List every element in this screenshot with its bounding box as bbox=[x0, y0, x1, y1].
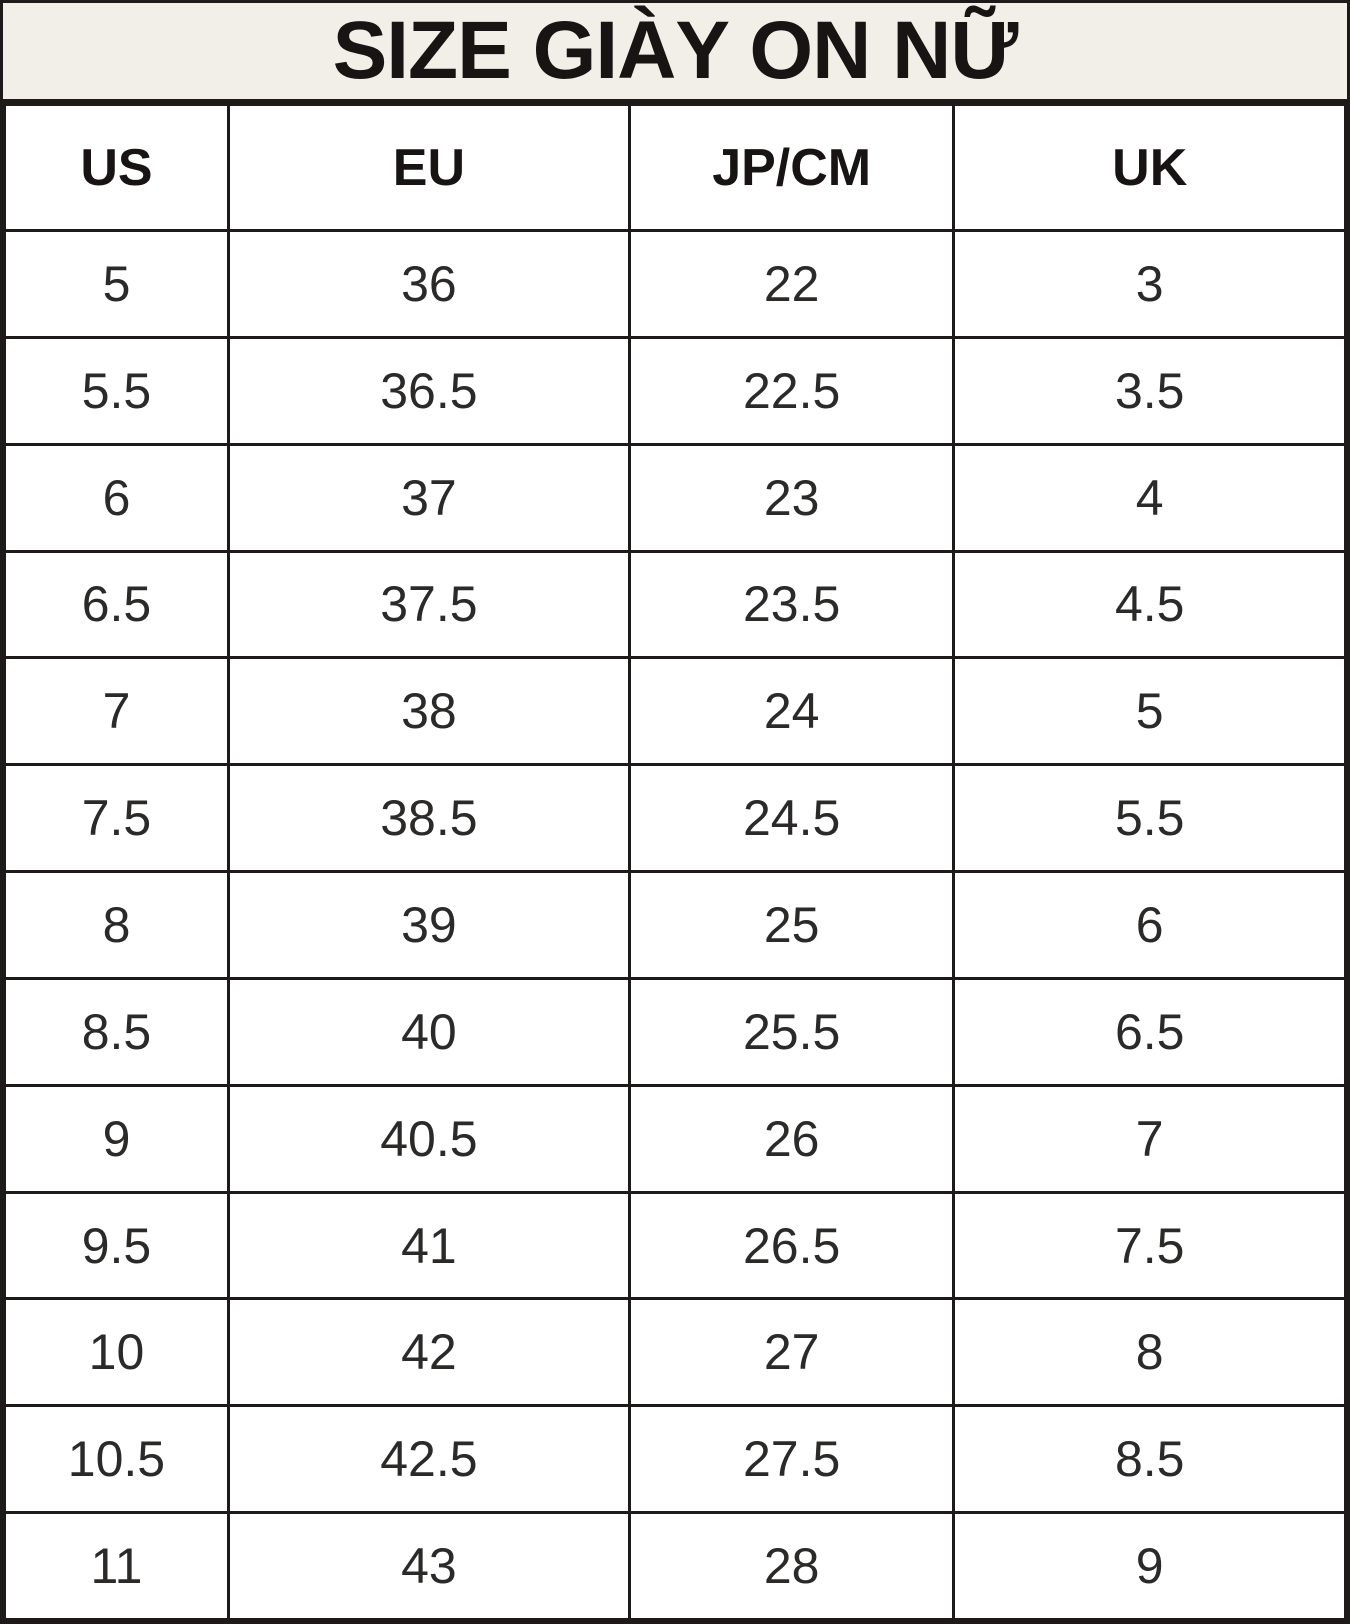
size-cell: 41 bbox=[226, 1190, 631, 1301]
size-cell: 9.5 bbox=[3, 1190, 230, 1301]
size-cell: 7 bbox=[952, 1083, 1347, 1194]
size-cell: 42.5 bbox=[226, 1404, 631, 1515]
table-row: 8 39 25 6 bbox=[3, 870, 1347, 980]
table-row: 10.5 42.5 27.5 8.5 bbox=[3, 1404, 1347, 1515]
size-cell: 4 bbox=[952, 442, 1347, 553]
size-cell: 6.5 bbox=[952, 976, 1347, 1087]
size-cell: 5.5 bbox=[952, 763, 1347, 874]
size-cell: 7.5 bbox=[952, 1190, 1347, 1301]
table-row: 7 38 24 5 bbox=[3, 656, 1347, 767]
size-cell: 24 bbox=[627, 656, 956, 767]
size-cell: 25.5 bbox=[627, 976, 956, 1087]
size-cell: 8.5 bbox=[3, 976, 230, 1087]
size-table: US EU JP/CM UK 5 36 22 3 5.5 36.5 22.5 3.5 6 37 23… bbox=[3, 103, 1347, 1621]
table-row: 6.5 37.5 23.5 4.5 bbox=[3, 549, 1347, 660]
size-cell: 28 bbox=[627, 1511, 956, 1621]
size-cell: 23.5 bbox=[627, 549, 956, 660]
col-header-eu: EU bbox=[226, 103, 631, 232]
col-header-uk: UK bbox=[952, 103, 1347, 232]
size-cell: 36 bbox=[226, 229, 631, 339]
size-cell: 22 bbox=[627, 229, 956, 339]
size-cell: 5 bbox=[952, 656, 1347, 767]
size-cell: 37 bbox=[226, 442, 631, 553]
size-cell: 3.5 bbox=[952, 335, 1347, 446]
table-body: 5 36 22 3 5.5 36.5 22.5 3.5 6 37 23 4 6.5 37.5 23.5 4.5… bbox=[3, 229, 1347, 1621]
chart-title: SIZE GIÀY ON NỮ bbox=[3, 3, 1347, 103]
size-cell: 38 bbox=[226, 656, 631, 767]
size-cell: 3 bbox=[952, 229, 1347, 339]
size-cell: 10 bbox=[3, 1297, 230, 1408]
size-cell: 6 bbox=[952, 870, 1347, 980]
table-row: 11 43 28 9 bbox=[3, 1511, 1347, 1621]
table-row: 5.5 36.5 22.5 3.5 bbox=[3, 335, 1347, 446]
table-row: 9.5 41 26.5 7.5 bbox=[3, 1190, 1347, 1301]
size-cell: 42 bbox=[226, 1297, 631, 1408]
size-cell: 22.5 bbox=[627, 335, 956, 446]
table-row: 8.5 40 25.5 6.5 bbox=[3, 976, 1347, 1087]
size-cell: 9 bbox=[3, 1083, 230, 1194]
size-cell: 38.5 bbox=[226, 763, 631, 874]
header-row: US EU JP/CM UK bbox=[3, 103, 1347, 232]
size-cell: 43 bbox=[226, 1511, 631, 1621]
size-cell: 4.5 bbox=[952, 549, 1347, 660]
col-header-us: US bbox=[3, 103, 230, 232]
size-cell: 6.5 bbox=[3, 549, 230, 660]
table-row: 10 42 27 8 bbox=[3, 1297, 1347, 1408]
size-cell: 11 bbox=[3, 1511, 230, 1621]
size-cell: 25 bbox=[627, 870, 956, 980]
table-row: 6 37 23 4 bbox=[3, 442, 1347, 553]
size-cell: 8 bbox=[952, 1297, 1347, 1408]
size-cell: 26.5 bbox=[627, 1190, 956, 1301]
table-row: 9 40.5 26 7 bbox=[3, 1083, 1347, 1194]
size-cell: 27 bbox=[627, 1297, 956, 1408]
size-cell: 5.5 bbox=[3, 335, 230, 446]
size-cell: 9 bbox=[952, 1511, 1347, 1621]
size-cell: 24.5 bbox=[627, 763, 956, 874]
size-cell: 10.5 bbox=[3, 1404, 230, 1515]
size-cell: 36.5 bbox=[226, 335, 631, 446]
size-cell: 7.5 bbox=[3, 763, 230, 874]
size-cell: 5 bbox=[3, 229, 230, 339]
table-row: 5 36 22 3 bbox=[3, 229, 1347, 339]
table-row: 7.5 38.5 24.5 5.5 bbox=[3, 763, 1347, 874]
size-cell: 6 bbox=[3, 442, 230, 553]
size-cell: 37.5 bbox=[226, 549, 631, 660]
size-cell: 8.5 bbox=[952, 1404, 1347, 1515]
size-cell: 40 bbox=[226, 976, 631, 1087]
size-cell: 8 bbox=[3, 870, 230, 980]
col-header-jpcm: JP/CM bbox=[627, 103, 956, 232]
size-cell: 23 bbox=[627, 442, 956, 553]
size-cell: 39 bbox=[226, 870, 631, 980]
size-cell: 27.5 bbox=[627, 1404, 956, 1515]
size-cell: 7 bbox=[3, 656, 230, 767]
size-cell: 40.5 bbox=[226, 1083, 631, 1194]
size-cell: 26 bbox=[627, 1083, 956, 1194]
